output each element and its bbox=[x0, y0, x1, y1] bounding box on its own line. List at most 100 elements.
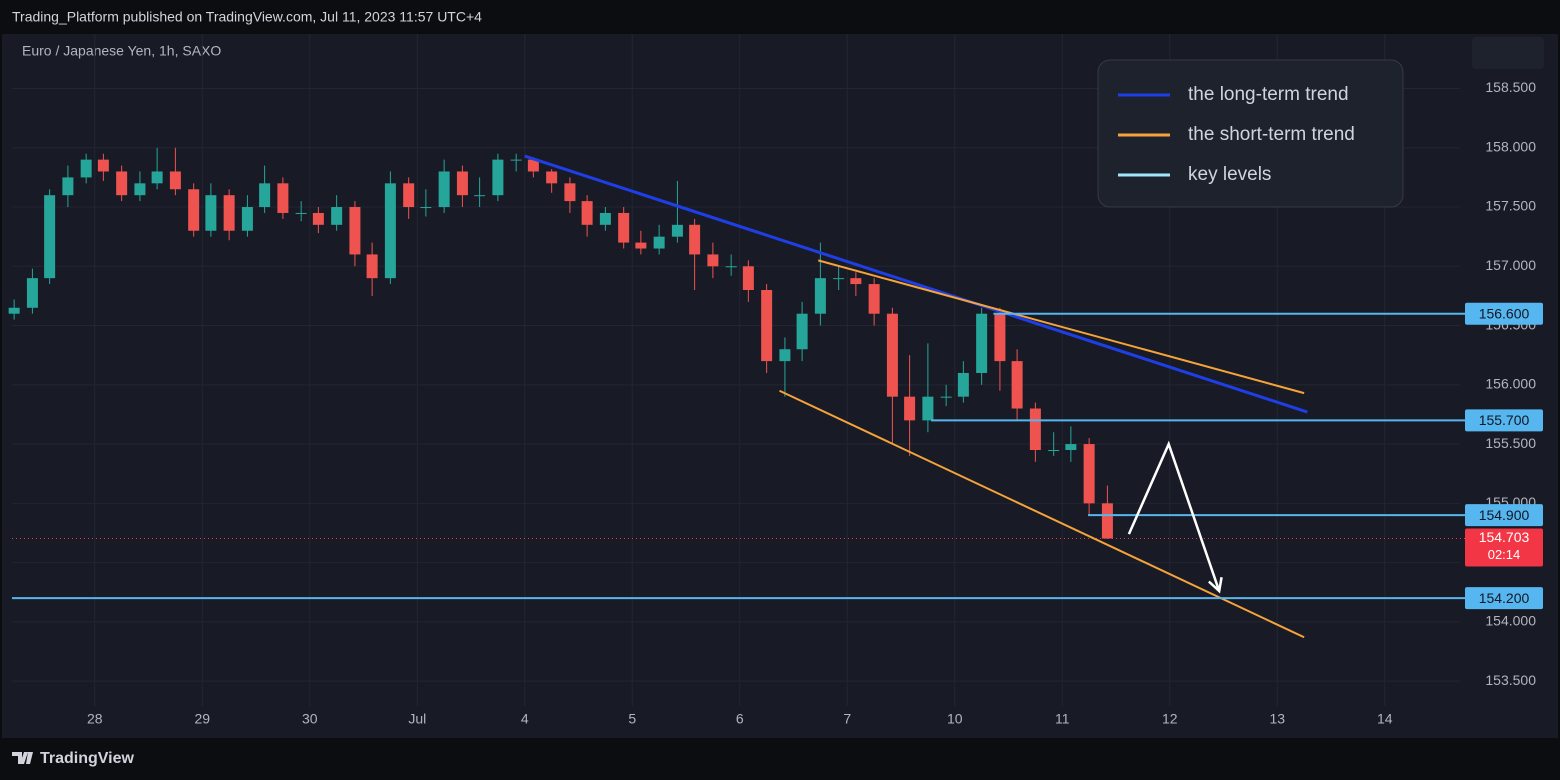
candle-body bbox=[761, 290, 773, 362]
x-tick-label: 4 bbox=[521, 711, 529, 727]
candle-body bbox=[474, 195, 486, 197]
candle-body bbox=[689, 224, 701, 255]
candle-body bbox=[403, 183, 415, 208]
candle-body bbox=[618, 212, 630, 243]
candle-body bbox=[97, 159, 109, 172]
legend-label: key levels bbox=[1188, 164, 1271, 185]
x-tick-label: Jul bbox=[408, 711, 426, 727]
key-level-tag bbox=[1465, 409, 1543, 432]
candle-body bbox=[1029, 408, 1041, 450]
y-tick-label: 153.500 bbox=[1485, 672, 1536, 688]
y-tick-label: 158.000 bbox=[1485, 138, 1536, 154]
x-tick-label: 12 bbox=[1162, 711, 1178, 727]
trend-line bbox=[779, 389, 1305, 639]
candle-body bbox=[44, 195, 56, 279]
candle-body bbox=[1101, 503, 1113, 539]
x-tick-label: 6 bbox=[736, 711, 744, 727]
candle-body bbox=[366, 254, 378, 279]
candle-body bbox=[940, 396, 952, 398]
key-level-label: 154.200 bbox=[1479, 590, 1530, 606]
x-tick-label: 29 bbox=[194, 711, 210, 727]
key-level-tag bbox=[1465, 302, 1543, 325]
candle-body bbox=[868, 284, 880, 314]
candle-body bbox=[384, 183, 396, 279]
candle-body bbox=[438, 171, 450, 208]
legend-box bbox=[1097, 59, 1404, 208]
y-tick-label: 158.500 bbox=[1485, 79, 1536, 95]
x-tick-label: 11 bbox=[1055, 711, 1070, 727]
symbol-title: Euro / Japanese Yen, 1h, SAXO bbox=[22, 43, 221, 59]
candle-body bbox=[510, 159, 522, 161]
y-tick-label: 157.000 bbox=[1485, 257, 1536, 273]
legend-label: the short-term trend bbox=[1188, 124, 1355, 145]
candle-body bbox=[581, 201, 593, 225]
candle-body bbox=[151, 171, 163, 184]
candle-body bbox=[312, 212, 324, 225]
candle-body bbox=[1011, 361, 1023, 409]
candle-body bbox=[796, 313, 808, 350]
candle-body bbox=[188, 189, 200, 231]
legend: the long-term trend the short-term trend k… bbox=[1097, 59, 1404, 208]
candle-body bbox=[62, 177, 74, 196]
candle-body bbox=[742, 266, 754, 290]
candle-body bbox=[169, 171, 181, 190]
candle-body bbox=[904, 396, 916, 421]
x-tick-label: 7 bbox=[843, 711, 851, 727]
candle-body bbox=[1065, 444, 1077, 450]
candle-body bbox=[26, 278, 38, 308]
candle-body bbox=[779, 349, 791, 362]
candle-body bbox=[725, 266, 737, 268]
candle-body bbox=[833, 278, 845, 280]
candle-body bbox=[653, 236, 665, 249]
candle-body bbox=[259, 183, 271, 208]
candle-body bbox=[492, 159, 504, 196]
candle-body bbox=[599, 212, 611, 225]
x-tick-label: 13 bbox=[1269, 711, 1285, 727]
candle-body bbox=[295, 212, 307, 214]
candle-body bbox=[922, 396, 934, 421]
candle-body bbox=[8, 307, 20, 314]
candle-body bbox=[564, 183, 576, 202]
candle-body bbox=[994, 313, 1006, 362]
projection-arrow bbox=[1127, 440, 1221, 592]
candle-body bbox=[277, 183, 289, 213]
candle-body bbox=[976, 313, 988, 373]
y-tick-label: 154.000 bbox=[1485, 613, 1536, 629]
arrow-head bbox=[1208, 577, 1223, 594]
key-level-label: 156.600 bbox=[1479, 305, 1530, 321]
candle-body bbox=[331, 207, 343, 225]
key-level-label: 154.900 bbox=[1479, 507, 1530, 523]
top-right-button[interactable] bbox=[1472, 37, 1544, 69]
trend-line bbox=[817, 259, 1305, 395]
y-tick-label: 156.000 bbox=[1485, 376, 1536, 392]
y-tick-label: 157.500 bbox=[1485, 198, 1536, 214]
header-text: Trading_Platform published on TradingVie… bbox=[12, 9, 482, 25]
candle-body bbox=[205, 195, 217, 231]
legend-label: the long-term trend bbox=[1188, 84, 1349, 105]
x-tick-label: 28 bbox=[87, 711, 103, 727]
key-level-label: 155.700 bbox=[1479, 412, 1530, 428]
countdown-label: 02:14 bbox=[1488, 547, 1521, 562]
candle-body bbox=[957, 372, 969, 397]
brand: TradingView bbox=[40, 750, 135, 767]
candle-body bbox=[241, 207, 253, 231]
candle-body bbox=[707, 254, 719, 267]
x-tick-label: 5 bbox=[628, 711, 636, 727]
candle-body bbox=[546, 171, 558, 184]
axis: 158.500158.000157.500157.000156.500156.0… bbox=[87, 79, 1543, 727]
last-price-label: 154.703 bbox=[1479, 529, 1530, 545]
candle-body bbox=[223, 195, 235, 231]
y-tick-label: 155.500 bbox=[1485, 435, 1536, 451]
key-level-tag bbox=[1465, 587, 1543, 610]
candle-body bbox=[349, 207, 361, 255]
footer: TradingView bbox=[12, 750, 135, 767]
candle-body bbox=[420, 207, 432, 209]
candle-body bbox=[527, 159, 539, 172]
x-tick-label: 10 bbox=[947, 711, 963, 727]
x-tick-label: 30 bbox=[302, 711, 318, 727]
candle-body bbox=[635, 242, 647, 249]
last-price-tag bbox=[1465, 528, 1543, 567]
candle-body bbox=[814, 278, 826, 314]
trend-line bbox=[524, 154, 1308, 414]
